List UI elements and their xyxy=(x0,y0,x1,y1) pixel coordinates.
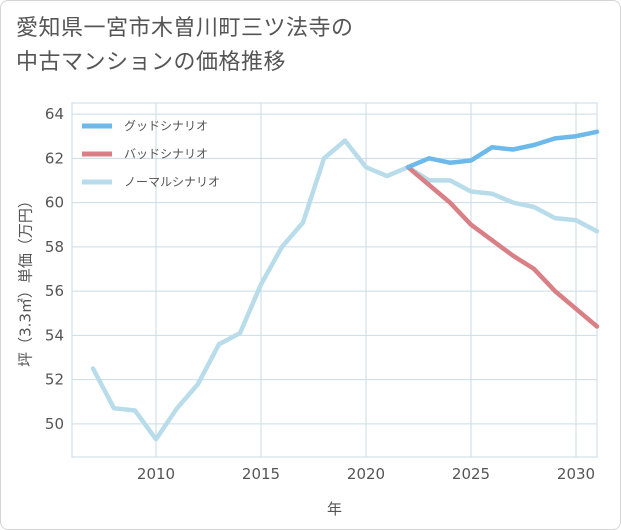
x-tick-label: 2010 xyxy=(137,465,175,483)
x-axis-title: 年 xyxy=(327,500,342,518)
x-tick-label: 2025 xyxy=(452,465,490,483)
x-tick-label: 2015 xyxy=(242,465,280,483)
legend-label: ノーマルシナリオ xyxy=(124,175,220,189)
series-line-bad xyxy=(405,164,600,329)
chart-title-line2: 中古マンションの価格推移 xyxy=(16,50,287,75)
series-line-normal xyxy=(90,138,600,442)
x-tick-label: 2030 xyxy=(557,465,595,483)
y-tick-label: 58 xyxy=(45,238,64,256)
legend-label: バッドシナリオ xyxy=(124,147,208,161)
y-tick-label: 54 xyxy=(45,326,64,344)
y-tick-label: 52 xyxy=(45,371,64,389)
y-tick-label: 56 xyxy=(45,282,64,300)
x-tick-label: 2020 xyxy=(347,465,385,483)
series-layer xyxy=(90,129,600,442)
legend-label: グッドシナリオ xyxy=(124,119,208,133)
y-tick-label: 50 xyxy=(45,415,64,433)
y-tick-label: 60 xyxy=(45,194,64,212)
chart-title: 愛知県一宮市木曽川町三ツ法寺の 中古マンションの価格推移 xyxy=(16,12,576,80)
series-line-good xyxy=(405,129,600,170)
axis-layer: 50 52 54 56 58 60 62 64 2010 2015 2020 2025 2030 xyxy=(45,105,595,483)
chart-title-line1: 愛知県一宮市木曽川町三ツ法寺の xyxy=(16,16,354,41)
plot-border xyxy=(71,102,598,458)
y-axis-title: 坪（3.3㎡）単価（万円） xyxy=(17,193,35,367)
y-tick-label: 64 xyxy=(45,105,64,123)
y-tick-label: 62 xyxy=(45,149,64,167)
